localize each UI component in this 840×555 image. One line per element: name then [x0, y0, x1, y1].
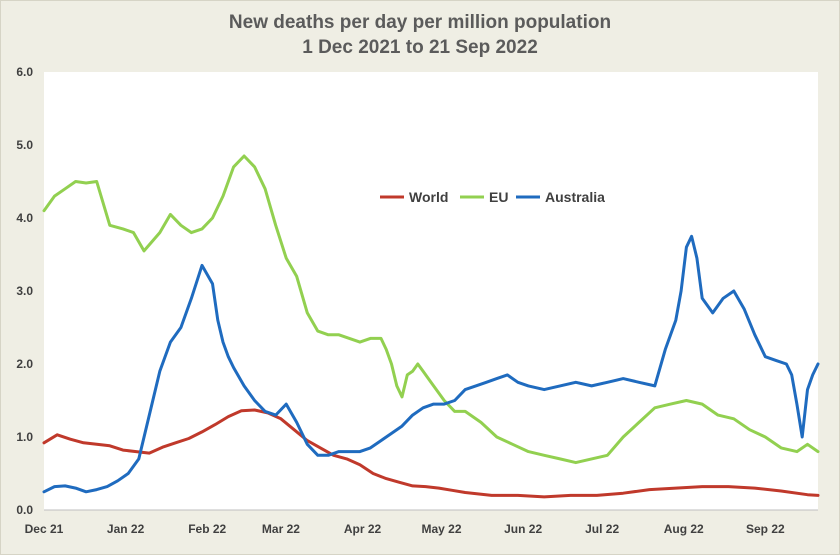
chart-subtitle: 1 Dec 2021 to 21 Sep 2022 — [302, 37, 538, 58]
y-tick-label: 0.0 — [16, 503, 33, 517]
series-line-world — [42, 408, 820, 499]
legend-label: EU — [489, 189, 508, 205]
y-tick-label: 4.0 — [16, 211, 33, 225]
x-tick-label: Jul 22 — [585, 522, 619, 536]
y-tick-label: 5.0 — [16, 138, 33, 152]
series-group — [42, 154, 820, 499]
x-tick-label: Jun 22 — [504, 522, 542, 536]
y-tick-label: 6.0 — [16, 65, 33, 79]
legend-label: World — [409, 189, 448, 205]
x-tick-label: Mar 22 — [262, 522, 300, 536]
x-tick-label: Aug 22 — [664, 522, 704, 536]
x-tick-label: Jan 22 — [107, 522, 145, 536]
series-line-australia — [42, 234, 820, 494]
x-axis-ticks: Dec 21 Jan 22 Feb 22 Mar 22 Apr 22 May 22 Jun … — [25, 522, 785, 536]
legend-label: Australia — [545, 189, 605, 205]
y-tick-label: 1.0 — [16, 430, 33, 444]
chart-title-block: New deaths per day per million populatio… — [0, 10, 840, 60]
legend: World EU Australia — [380, 189, 605, 205]
y-tick-label: 2.0 — [16, 357, 33, 371]
chart-title: New deaths per day per million populatio… — [228, 12, 612, 33]
x-tick-label: Dec 21 — [25, 522, 64, 536]
y-axis-ticks: 0.0 1.0 2.0 3.0 4.0 5.0 6.0 — [16, 65, 33, 517]
x-tick-label: Feb 22 — [188, 522, 226, 536]
y-tick-label: 3.0 — [16, 284, 33, 298]
series-line-eu — [42, 154, 820, 465]
plot-area — [44, 72, 818, 510]
x-tick-label: Apr 22 — [344, 522, 382, 536]
x-tick-label: May 22 — [422, 522, 462, 536]
x-tick-label: Sep 22 — [746, 522, 785, 536]
